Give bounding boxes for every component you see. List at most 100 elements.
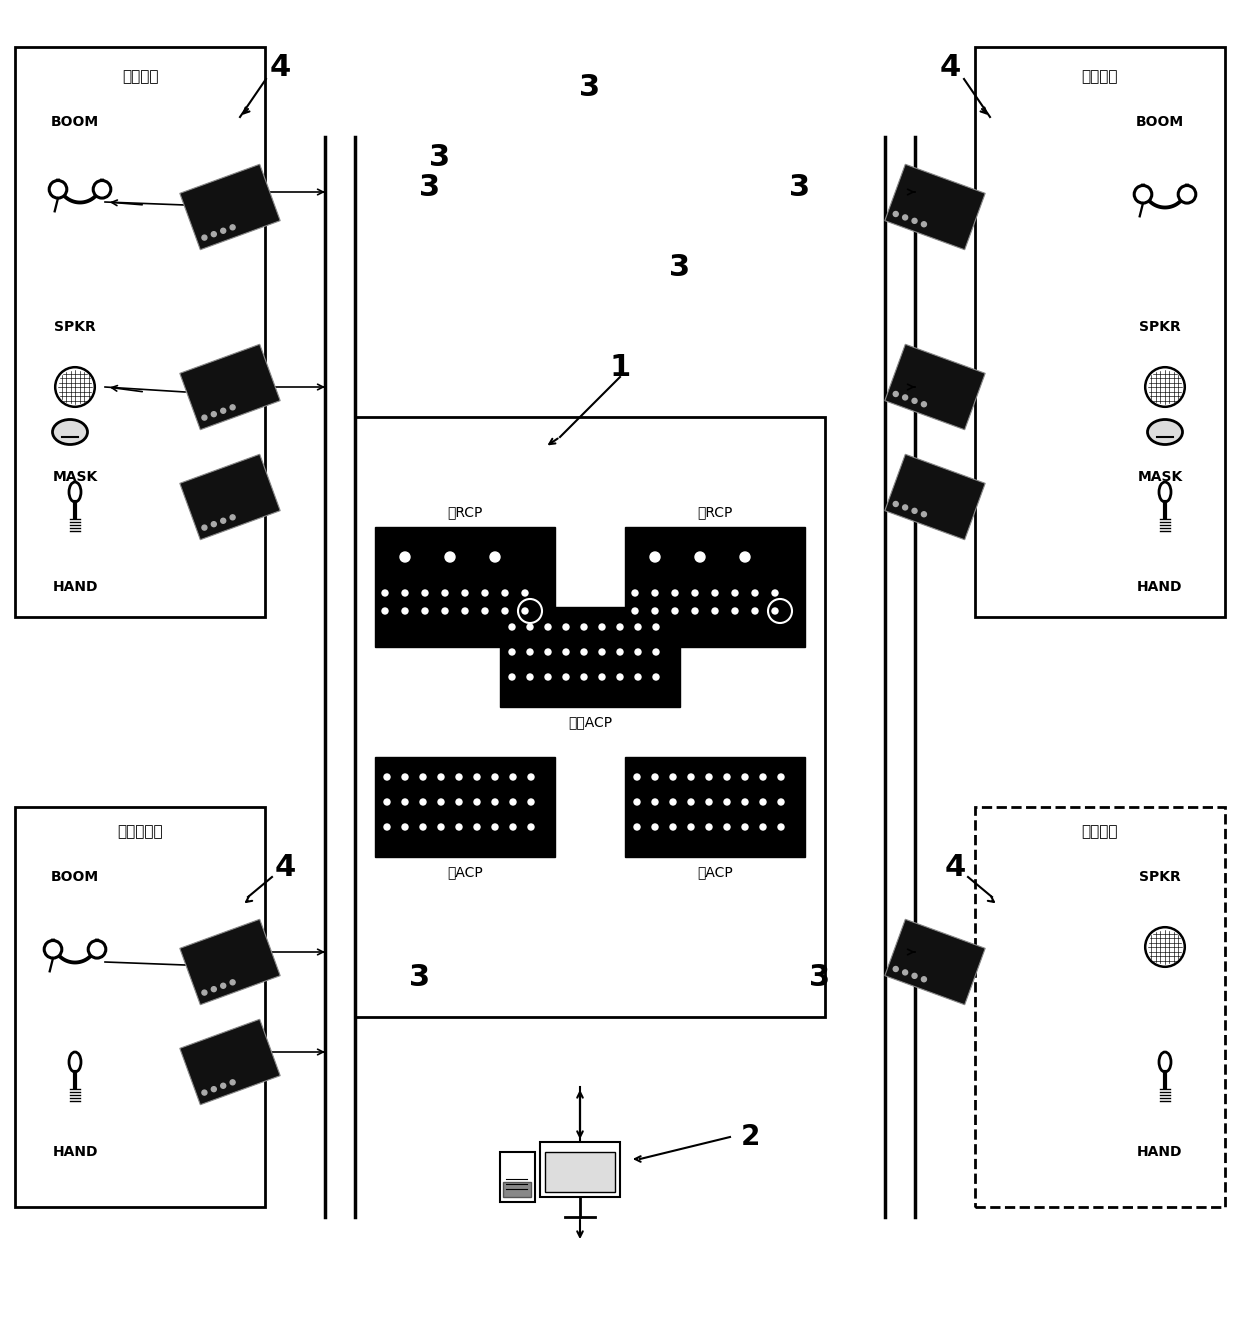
Bar	[374, 527, 556, 647]
Circle shape	[692, 608, 698, 614]
Circle shape	[706, 799, 712, 805]
Circle shape	[527, 649, 533, 655]
Bar	[355, 417, 825, 1017]
Ellipse shape	[1159, 482, 1171, 502]
Circle shape	[652, 824, 658, 830]
Circle shape	[438, 799, 444, 805]
Text: SPKR: SPKR	[1140, 320, 1180, 335]
Circle shape	[50, 180, 67, 198]
Circle shape	[482, 590, 489, 597]
Circle shape	[510, 774, 516, 780]
Text: 1: 1	[609, 353, 631, 382]
Circle shape	[706, 824, 712, 830]
Circle shape	[456, 774, 463, 780]
Circle shape	[508, 674, 515, 680]
Circle shape	[510, 824, 516, 830]
Circle shape	[522, 590, 528, 597]
Circle shape	[777, 824, 784, 830]
Text: 右ACP: 右ACP	[697, 865, 733, 878]
Bar	[625, 757, 805, 857]
Text: 3: 3	[670, 253, 691, 282]
Circle shape	[751, 590, 758, 597]
Circle shape	[618, 674, 622, 680]
Bar	[975, 807, 1225, 1206]
Text: SPKR: SPKR	[55, 320, 95, 335]
Circle shape	[211, 232, 216, 237]
Polygon shape	[885, 454, 986, 540]
Circle shape	[401, 552, 410, 562]
Circle shape	[527, 674, 533, 680]
Circle shape	[652, 774, 658, 780]
Circle shape	[221, 1084, 226, 1088]
Circle shape	[202, 990, 207, 996]
Circle shape	[492, 774, 498, 780]
Bar	[539, 1142, 620, 1197]
Circle shape	[921, 402, 926, 407]
Circle shape	[632, 590, 639, 597]
Circle shape	[45, 940, 62, 957]
Circle shape	[921, 221, 926, 227]
Text: HAND: HAND	[52, 579, 98, 594]
Circle shape	[202, 1090, 207, 1096]
Circle shape	[420, 799, 427, 805]
Circle shape	[402, 774, 408, 780]
Circle shape	[913, 508, 918, 514]
Circle shape	[546, 649, 551, 655]
Circle shape	[712, 590, 718, 597]
Text: HAND: HAND	[1137, 579, 1183, 594]
Circle shape	[221, 408, 226, 414]
Circle shape	[632, 608, 639, 614]
Text: 右驾驶位: 右驾驶位	[1081, 70, 1118, 84]
Circle shape	[441, 590, 448, 597]
Circle shape	[634, 774, 640, 780]
Text: BOOM: BOOM	[51, 115, 99, 129]
Circle shape	[231, 980, 236, 985]
Circle shape	[546, 624, 551, 630]
Circle shape	[93, 180, 110, 198]
Circle shape	[502, 590, 508, 597]
Circle shape	[903, 969, 908, 975]
Text: BOOM: BOOM	[1136, 115, 1184, 129]
Circle shape	[913, 973, 918, 979]
Circle shape	[221, 228, 226, 233]
Circle shape	[422, 590, 428, 597]
Circle shape	[420, 774, 427, 780]
Circle shape	[231, 1080, 236, 1085]
Circle shape	[202, 415, 207, 420]
Circle shape	[211, 522, 216, 527]
Circle shape	[482, 608, 489, 614]
Bar	[500, 607, 680, 707]
Bar	[15, 47, 265, 616]
Polygon shape	[180, 165, 280, 250]
Circle shape	[402, 608, 408, 614]
Circle shape	[563, 674, 569, 680]
Circle shape	[599, 624, 605, 630]
Circle shape	[88, 940, 105, 957]
Circle shape	[670, 824, 676, 830]
Circle shape	[732, 590, 738, 597]
Circle shape	[1178, 186, 1195, 203]
Text: 3: 3	[419, 173, 440, 202]
Circle shape	[599, 674, 605, 680]
Polygon shape	[885, 919, 986, 1005]
Circle shape	[474, 824, 480, 830]
Circle shape	[751, 608, 758, 614]
Bar	[15, 807, 265, 1206]
Circle shape	[893, 212, 898, 216]
Circle shape	[652, 608, 658, 614]
Circle shape	[441, 608, 448, 614]
Bar	[546, 1152, 615, 1192]
Circle shape	[384, 774, 391, 780]
Circle shape	[56, 367, 94, 407]
Circle shape	[438, 824, 444, 830]
Circle shape	[618, 624, 622, 630]
Circle shape	[463, 590, 467, 597]
Circle shape	[202, 525, 207, 531]
Text: 4: 4	[945, 852, 966, 881]
Circle shape	[921, 977, 926, 981]
Circle shape	[724, 799, 730, 805]
Text: 2: 2	[740, 1123, 760, 1151]
Circle shape	[382, 590, 388, 597]
Circle shape	[777, 774, 784, 780]
Ellipse shape	[1147, 420, 1183, 445]
